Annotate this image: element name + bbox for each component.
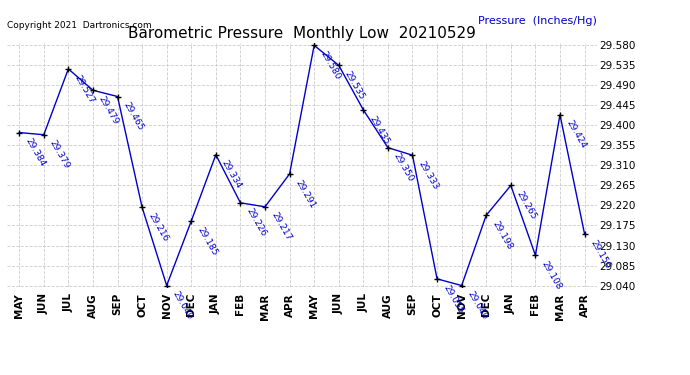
Text: 29.479: 29.479 bbox=[97, 94, 121, 126]
Text: 29.108: 29.108 bbox=[540, 260, 563, 291]
Text: 29.527: 29.527 bbox=[72, 73, 96, 105]
Text: 29.334: 29.334 bbox=[220, 159, 244, 190]
Text: 29.580: 29.580 bbox=[318, 50, 342, 81]
Text: 29.535: 29.535 bbox=[343, 69, 366, 101]
Title: Barometric Pressure  Monthly Low  20210529: Barometric Pressure Monthly Low 20210529 bbox=[128, 26, 476, 40]
Text: 29.217: 29.217 bbox=[269, 211, 293, 243]
Text: 29.435: 29.435 bbox=[368, 114, 391, 146]
Text: 29.185: 29.185 bbox=[195, 225, 219, 257]
Text: 29.465: 29.465 bbox=[121, 100, 145, 132]
Text: 29.384: 29.384 bbox=[23, 137, 47, 168]
Text: 29.040: 29.040 bbox=[171, 290, 195, 321]
Text: 29.265: 29.265 bbox=[515, 190, 538, 221]
Text: 29.198: 29.198 bbox=[491, 219, 514, 251]
Text: 29.350: 29.350 bbox=[392, 152, 415, 184]
Text: 29.226: 29.226 bbox=[244, 207, 268, 238]
Text: 29.040: 29.040 bbox=[466, 290, 489, 321]
Text: 29.156: 29.156 bbox=[589, 238, 612, 270]
Text: 29.291: 29.291 bbox=[294, 178, 317, 210]
Text: 29.333: 29.333 bbox=[417, 159, 440, 191]
Text: Copyright 2021  Dartronics.com: Copyright 2021 Dartronics.com bbox=[7, 21, 152, 30]
Text: 29.055: 29.055 bbox=[441, 283, 465, 315]
Text: 29.216: 29.216 bbox=[146, 211, 170, 243]
Text: 29.424: 29.424 bbox=[564, 119, 587, 150]
Text: 29.379: 29.379 bbox=[48, 139, 72, 171]
Text: Pressure  (Inches/Hg): Pressure (Inches/Hg) bbox=[478, 16, 597, 26]
